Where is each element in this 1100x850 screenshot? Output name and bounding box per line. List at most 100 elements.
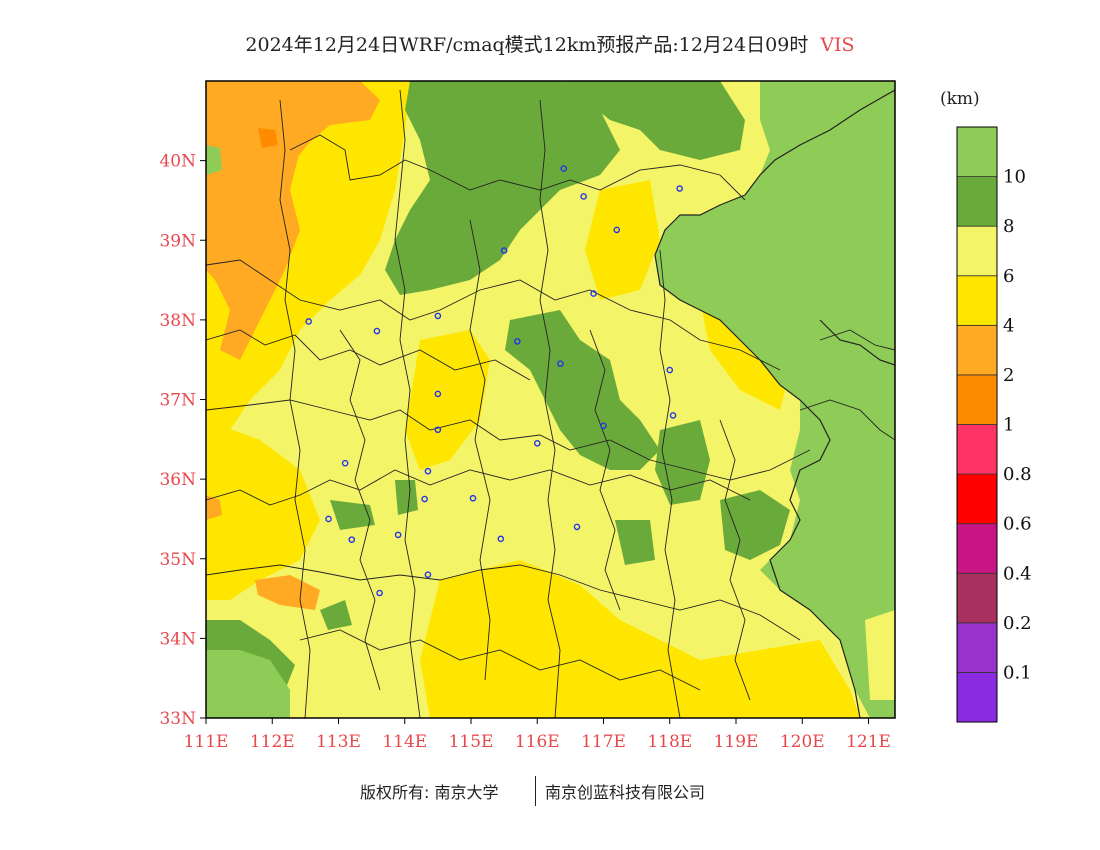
lon-tick-label: 114E — [382, 732, 427, 752]
city-marker — [421, 495, 428, 503]
colorbar-bin — [956, 176, 998, 227]
footer-separator — [535, 776, 536, 806]
boundary-d — [206, 564, 801, 641]
visibility-field — [206, 81, 895, 718]
lon-tick-label: 120E — [780, 732, 825, 752]
title-text: 2024年12月24日WRF/cmaq模式12km预报产品:12月24日09时 — [245, 34, 809, 56]
colorbar-bin — [956, 275, 998, 326]
coastline — [654, 194, 861, 718]
field-lightgreen-sw — [206, 650, 290, 718]
colorbar-label: 2 — [1003, 365, 1014, 386]
colorbar-label: 0.6 — [1003, 514, 1032, 535]
province-boundaries — [206, 89, 895, 718]
city-marker — [373, 327, 381, 335]
field-darkgreen-patch-d — [320, 600, 352, 630]
city-marker — [514, 338, 521, 345]
city-marker — [434, 390, 442, 398]
boundary-n — [206, 329, 531, 381]
boundary-e — [279, 99, 311, 718]
boundary-j — [339, 329, 381, 691]
company-text: 南京创蓝科技有限公司 — [545, 783, 706, 802]
colorbar-label: 0.2 — [1003, 613, 1032, 634]
field-darkgreen-patch-a — [330, 500, 375, 530]
field-yellow-east-coast — [700, 300, 790, 410]
city-marker — [560, 165, 568, 172]
lon-tick-label: 117E — [581, 732, 626, 752]
field-lightgreen-nw-edge — [206, 145, 222, 175]
city-marker — [500, 247, 508, 254]
city-marker — [533, 439, 541, 447]
boundary-c — [206, 399, 811, 481]
colorbar-label: 4 — [1003, 315, 1014, 336]
lon-tick-label: 116E — [515, 732, 560, 752]
colorbar-bin — [956, 324, 998, 376]
lat-tick-label: 40N — [159, 152, 196, 172]
field-darkgreen-central — [505, 310, 660, 470]
lat-tick-label: 34N — [159, 629, 196, 649]
colorbar-label: 1 — [1003, 415, 1014, 436]
city-marker — [666, 366, 674, 374]
city-marker — [348, 536, 356, 543]
colorbar-bin — [956, 572, 998, 624]
city-marker — [305, 318, 312, 325]
colorbar-bin — [956, 424, 998, 475]
field-orange-dark-spot — [258, 128, 278, 148]
colorbar-bin — [956, 672, 998, 723]
colorbar-bin — [956, 126, 998, 177]
boundary-k — [589, 329, 621, 611]
field-darkgreen-patch-b — [395, 480, 418, 515]
field-darkgreen-north — [385, 81, 620, 295]
city-marker — [325, 515, 332, 523]
boundary-g — [539, 99, 561, 718]
boundary-o — [299, 629, 701, 691]
boundary-b — [206, 259, 781, 371]
field-yellow-bohai — [585, 180, 660, 300]
city-marker — [469, 494, 477, 502]
boundary-m — [206, 469, 751, 506]
city-marker — [424, 571, 432, 578]
colorbar-bin — [956, 473, 998, 525]
lon-tick-label: 111E — [184, 732, 229, 752]
field-orange-south-west — [255, 575, 320, 610]
field-darkgreen-northeast — [560, 81, 745, 160]
field-darkgreen-patch-c — [615, 520, 655, 565]
lat-tick-label: 37N — [159, 391, 196, 411]
colorbar-label: 8 — [1003, 216, 1014, 237]
city-marker — [434, 312, 442, 320]
field-yellow-central — [405, 330, 490, 470]
variable-label: VIS — [820, 34, 855, 56]
field-lightgreen-sea — [655, 81, 895, 718]
boundary-l — [719, 419, 751, 701]
colorbar-label: 10 — [1003, 167, 1026, 188]
lat-tick-label: 39N — [159, 231, 196, 251]
colorbar-frame — [956, 126, 998, 723]
colorbar-bin — [956, 523, 998, 574]
city-marker — [341, 459, 349, 467]
field-yellow-south — [420, 560, 860, 718]
boundary-a — [289, 134, 746, 201]
boundary-p — [799, 399, 895, 441]
city-marker — [580, 193, 587, 200]
boundary-h — [659, 249, 681, 718]
lat-axis: 33N 34N 35N 36N 37N 38N 39N 40N — [159, 152, 206, 729]
colorbar: 0.1 0.2 0.4 0.6 0.8 1 2 4 6 8 10 — [956, 126, 1032, 723]
city-markers — [305, 165, 683, 597]
colorbar-label: 0.1 — [1003, 662, 1032, 683]
field-yellow-north-west — [320, 110, 400, 180]
city-marker — [557, 360, 564, 367]
lat-tick-label: 36N — [159, 470, 196, 490]
coastline-north — [744, 89, 895, 196]
city-marker — [573, 523, 581, 531]
city-marker — [613, 226, 621, 234]
lon-tick-label: 113E — [316, 732, 361, 752]
field-orange-west-edge — [206, 495, 222, 520]
lat-tick-label: 38N — [159, 311, 196, 331]
city-marker — [669, 412, 677, 419]
colorbar-label: 0.8 — [1003, 464, 1032, 485]
city-marker — [497, 535, 505, 543]
copyright-text: 版权所有: 南京大学 — [360, 783, 499, 802]
city-marker — [600, 422, 607, 430]
lat-tick-label: 33N — [159, 709, 196, 729]
